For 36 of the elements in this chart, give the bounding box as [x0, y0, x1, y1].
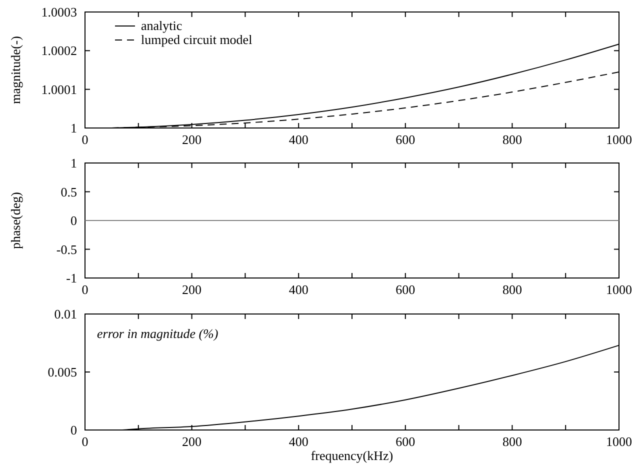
x-tick-label: 200 — [182, 282, 202, 297]
x-tick-label: 400 — [288, 132, 308, 147]
y-tick-label: 1.0003 — [41, 4, 77, 20]
y-axis-title: magnitude(-) — [8, 36, 23, 104]
x-tick-label: 800 — [502, 282, 522, 297]
y-tick-label: -0.5 — [56, 242, 77, 257]
x-tick-label: 1000 — [606, 282, 632, 297]
x-tick-label: 600 — [396, 282, 416, 297]
y-tick-label: 0.5 — [60, 184, 77, 200]
x-tick-label: 0 — [82, 282, 88, 297]
y-tick-label: 0.005 — [48, 364, 77, 380]
x-tick-label: 800 — [502, 434, 522, 449]
x-tick-label: 800 — [502, 132, 522, 147]
y-axis-title: phase(deg) — [8, 192, 23, 250]
y-tick-label: 0.01 — [54, 306, 77, 322]
annotation: error in magnitude (%) — [97, 326, 218, 341]
x-tick-label: 0 — [82, 434, 88, 449]
x-tick-label: 200 — [182, 132, 202, 147]
legend-label: analytic — [141, 18, 182, 33]
x-tick-label: 200 — [182, 434, 202, 449]
y-tick-label: 1.0002 — [41, 43, 77, 58]
x-tick-label: 400 — [288, 282, 308, 297]
y-tick-label: 1 — [70, 156, 77, 171]
x-tick-label: 400 — [288, 434, 308, 449]
x-tick-label: 0 — [82, 132, 88, 147]
x-tick-label: 600 — [396, 132, 416, 147]
y-tick-label: 0 — [70, 213, 77, 228]
x-tick-label: 1000 — [606, 132, 632, 147]
x-axis-title: frequency(kHz) — [310, 448, 394, 463]
y-tick-label: -1 — [66, 270, 77, 286]
y-tick-label: 0 — [70, 422, 77, 438]
y-tick-label: 1 — [70, 120, 77, 136]
legend-label: lumped circuit model — [141, 32, 253, 47]
x-tick-label: 600 — [396, 434, 416, 449]
y-tick-label: 1.0001 — [41, 82, 77, 97]
x-tick-label: 1000 — [606, 434, 632, 449]
